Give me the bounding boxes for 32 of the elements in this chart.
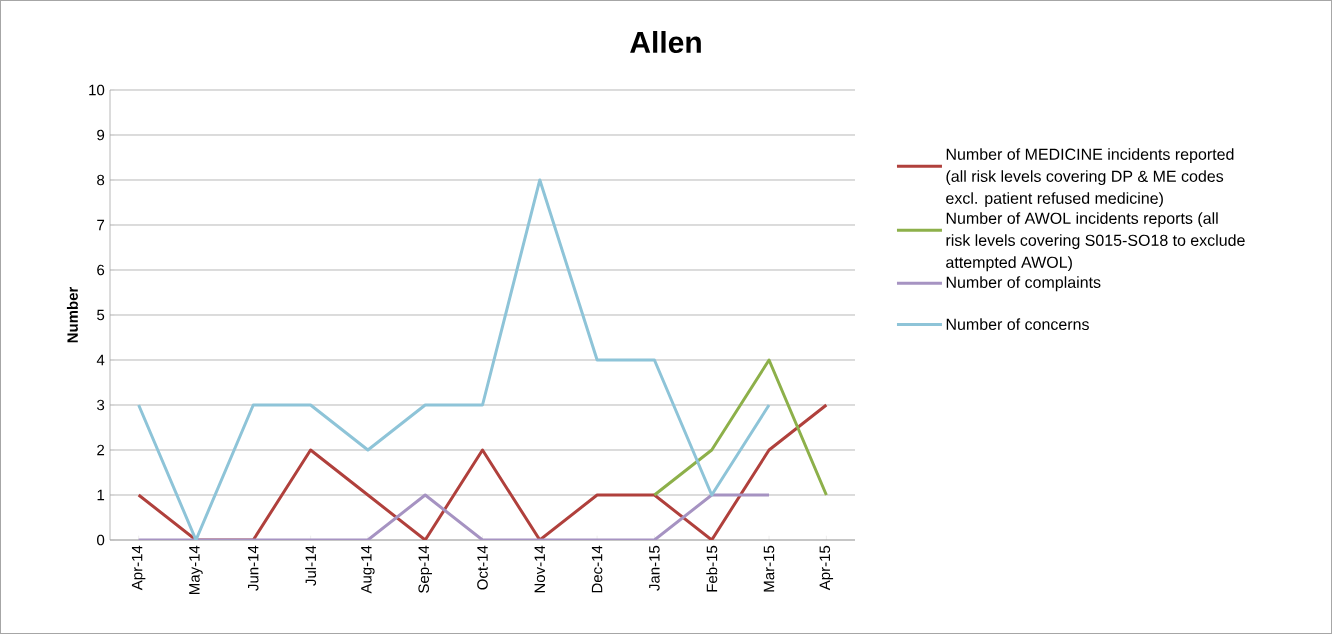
legend-label: Number of AWOL incidents reports (all risk levels covering S015-SO18 to exclude attempted AWOL) [946, 212, 1245, 272]
line-series [137, 178, 771, 540]
y-tick-label: 7 [97, 219, 105, 231]
y-tick-label: 3 [97, 399, 105, 411]
x-tick-label: Apr-15 [819, 545, 834, 591]
x-tick-label: Feb-15 [706, 545, 718, 592]
chart-title: Allen [630, 30, 701, 54]
y-tick-label: 5 [97, 309, 105, 321]
legend-label: Number of concerns [946, 318, 1089, 331]
legend-label: Number of MEDICINE incidents reported (all risk levels covering DP & ME codes excl. patient refused medicine) [946, 148, 1234, 208]
y-tick-label: 2 [97, 444, 105, 456]
x-tick-label: Sep-14 [418, 545, 432, 593]
x-tick-label: Dec-14 [591, 545, 603, 593]
y-tick-label: 0 [97, 534, 105, 546]
x-tick-label: Nov-14 [534, 545, 546, 593]
y-tick-label: 1 [97, 489, 105, 501]
x-tick-label: Jun-14 [248, 545, 259, 591]
y-tick-label: 4 [96, 354, 105, 366]
y-tick-label: 9 [97, 129, 105, 141]
x-tick-label: Jul-14 [305, 545, 317, 586]
y-axis-title: Number [66, 286, 78, 343]
y-tick-label: 8 [97, 174, 105, 186]
y-tick-label: 10 [89, 84, 105, 96]
x-tick-label: Aug-14 [361, 545, 375, 594]
legend-label: Number of complaints [946, 276, 1101, 292]
x-tick-label: Apr-14 [131, 545, 146, 591]
x-tick-label: Jan-15 [649, 545, 660, 591]
x-tick-label: Oct-14 [477, 545, 488, 590]
x-tick-label: May-14 [189, 545, 203, 594]
y-tick-label: 6 [97, 264, 105, 276]
x-tick-label: Mar-15 [763, 545, 775, 592]
line-series [137, 403, 828, 540]
